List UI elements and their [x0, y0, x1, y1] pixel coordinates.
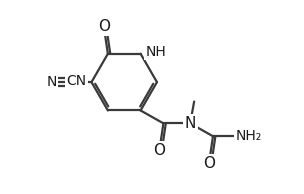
Text: NH₂: NH₂ [236, 129, 262, 143]
Text: O: O [154, 143, 165, 158]
Text: CN: CN [67, 74, 87, 88]
Text: O: O [203, 156, 215, 171]
Text: NH: NH [146, 45, 166, 59]
Text: O: O [98, 20, 110, 35]
Text: N: N [47, 75, 57, 89]
Text: N: N [185, 116, 196, 131]
